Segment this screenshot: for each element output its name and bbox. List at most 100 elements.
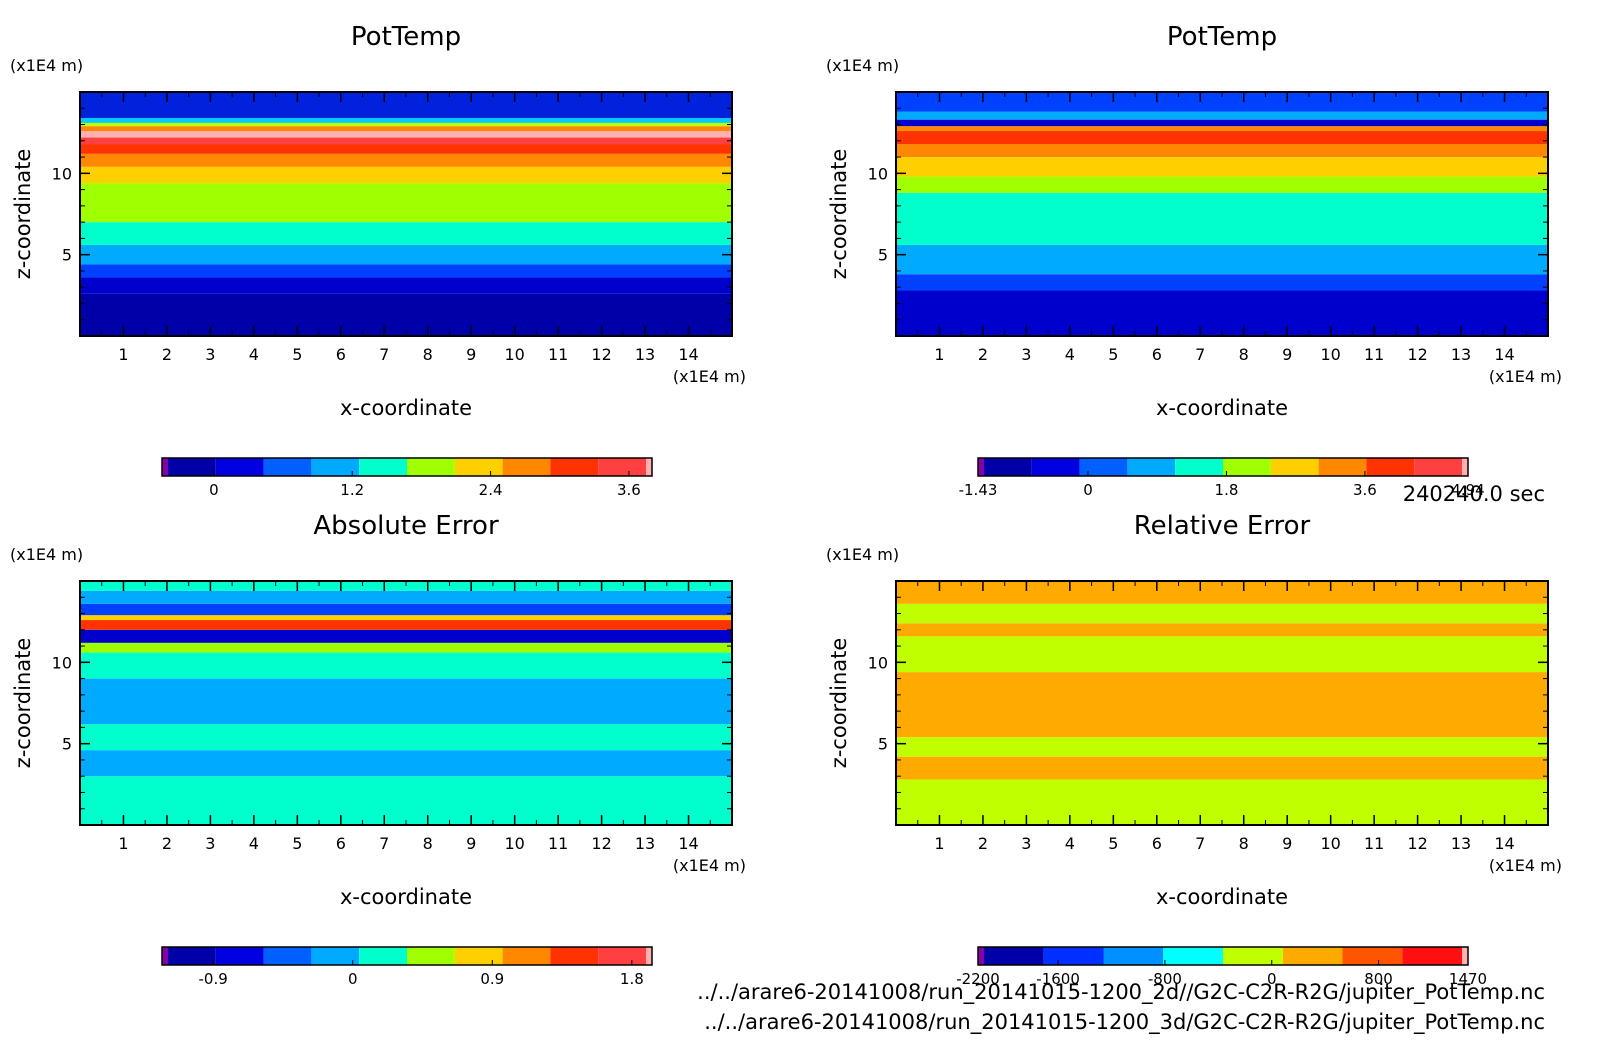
contour-band [80,122,732,127]
contour-band [80,126,732,132]
x-tick-label: 13 [1451,834,1471,853]
contour-band [896,779,1548,825]
contour-band [896,144,1548,158]
panel-4: Relative Error(x1E4 m)1 2 3 4 5 6 7 8 9 10 11 12 13 1… [826,511,1562,988]
x-tick-label: 9 [466,834,476,853]
colorbar-swatch [598,458,646,476]
contour-band [80,118,732,123]
x-tick-label: 11 [1364,834,1384,853]
footer-file-line-2: ../../arare6-20141008/run_20141015-1200_… [704,1010,1545,1035]
colorbar-swatch [1079,458,1128,476]
contour-band [896,623,1548,637]
colorbar-label: 1.2 [340,481,364,499]
y-unit-label: (x1E4 m) [826,56,899,75]
colorbar-label: 0 [1267,970,1277,988]
x-tick-label: 9 [466,345,476,364]
x-tick-label: 9 [1282,834,1292,853]
time-label: 240240.0 sec [1403,482,1545,506]
x-tick-label: 12 [1407,345,1427,364]
panel-2: PotTemp(x1E4 m)1 2 3 4 5 6 7 8 9 10 11 12 13 14510(x1… [826,22,1562,499]
x-axis-label: x-coordinate [1156,396,1288,420]
contour-band [80,137,732,145]
colorbar-frame [977,946,1469,966]
colorbar-swatch [1342,947,1403,965]
y-tick-label: 5 [878,246,888,265]
x-tick-label: 11 [548,834,568,853]
colorbar-label: -1600 [1036,970,1080,988]
colorbar-swatch [1031,458,1080,476]
colorbar-label: 0 [1083,481,1093,499]
colorbar-swatch [1223,458,1271,476]
contour-band [896,672,1548,738]
x-unit-label: (x1E4 m) [1489,367,1562,386]
x-tick-label: 2 [162,834,172,853]
x-tick-label: 1 [934,834,944,853]
colorbar-frame [161,946,653,966]
colorbar-frame [161,457,653,477]
colorbar-label: 1.8 [1215,481,1239,499]
x-tick-label: 14 [1494,834,1514,853]
contour-band [896,244,1548,275]
x-tick-label: 14 [678,834,698,853]
contour-band [896,157,1548,177]
x-tick-label: 5 [292,834,302,853]
colorbar-swatch [1366,458,1415,476]
colorbar-label: 3.6 [1353,481,1377,499]
contour-band [896,192,1548,245]
x-tick-label: 6 [1152,345,1162,364]
colorbar-swatch [162,947,168,965]
colorbar-swatch [359,458,407,476]
contour-band [896,290,1548,336]
colorbar-swatch [407,947,455,965]
y-axis-label: z-coordinate [11,149,35,280]
y-unit-label: (x1E4 m) [10,56,83,75]
contour-band [80,264,732,278]
panel-title: PotTemp [351,22,461,52]
x-tick-label: 10 [504,345,524,364]
colorbar-swatch [1223,947,1283,965]
contour-band [80,222,732,245]
contour-band [80,750,732,777]
contour-band [896,176,1548,193]
contour-band [896,111,1548,120]
x-tick-label: 3 [205,345,215,364]
x-tick-label: 3 [1021,345,1031,364]
x-tick-label: 10 [1320,834,1340,853]
colorbar-swatch [550,458,599,476]
contour-band [80,615,732,621]
y-unit-label: (x1E4 m) [826,545,899,564]
x-tick-label: 2 [978,834,988,853]
x-tick-label: 2 [978,345,988,364]
contour-band [896,126,1548,132]
contour-band [80,629,732,643]
x-tick-label: 7 [1195,345,1205,364]
contour-band [896,92,1548,112]
colorbar-swatch [984,947,1044,965]
colorbar-swatch [263,947,312,965]
x-tick-label: 10 [1320,345,1340,364]
x-tick-label: 13 [1451,345,1471,364]
contour-band [80,183,732,223]
colorbar-swatch [1462,947,1468,965]
colorbar-label: 0.9 [480,970,504,988]
x-unit-label: (x1E4 m) [1489,856,1562,875]
x-tick-label: 13 [635,345,655,364]
x-tick-label: 8 [423,345,433,364]
panel-title: Relative Error [1134,511,1311,541]
contour-band [80,620,732,630]
colorbar-swatch [454,947,503,965]
x-tick-label: 3 [1021,834,1031,853]
colorbar-swatch [1402,947,1462,965]
colorbar-label: 0 [348,970,358,988]
x-tick-label: 1 [934,345,944,364]
colorbar-swatch [1462,458,1468,476]
contour-band [80,652,732,679]
x-tick-label: 7 [1195,834,1205,853]
colorbar-swatch [215,458,264,476]
contour-band [80,678,732,725]
x-unit-label: (x1E4 m) [673,367,746,386]
colorbar-swatch [646,947,652,965]
x-tick-label: 7 [379,834,389,853]
colorbar-swatch [454,458,503,476]
contour-band [80,590,732,604]
